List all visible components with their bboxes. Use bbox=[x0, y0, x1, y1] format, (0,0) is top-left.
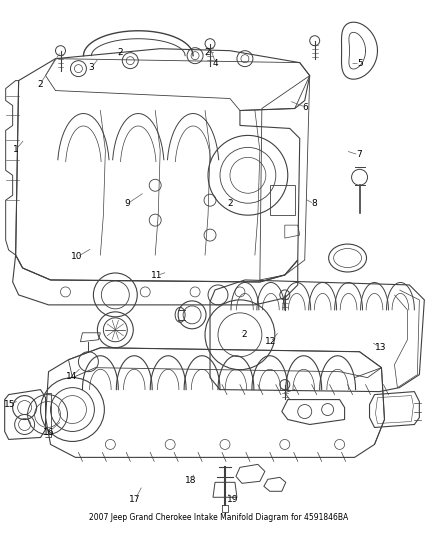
Text: 10: 10 bbox=[71, 253, 83, 261]
Text: 3: 3 bbox=[88, 63, 94, 72]
Text: 9: 9 bbox=[124, 199, 130, 208]
Text: 8: 8 bbox=[311, 199, 317, 208]
Text: 17: 17 bbox=[129, 495, 141, 504]
Text: 7: 7 bbox=[356, 150, 362, 159]
Text: 1: 1 bbox=[13, 145, 19, 154]
Text: 13: 13 bbox=[375, 343, 386, 352]
Text: 2: 2 bbox=[37, 80, 43, 89]
Text: 12: 12 bbox=[265, 337, 276, 346]
Text: 2: 2 bbox=[117, 48, 123, 57]
Text: 14: 14 bbox=[66, 372, 77, 381]
Text: 5: 5 bbox=[357, 59, 363, 68]
Text: 4: 4 bbox=[213, 59, 218, 68]
Text: 2: 2 bbox=[204, 48, 210, 57]
Text: 16: 16 bbox=[43, 428, 54, 437]
Text: 18: 18 bbox=[185, 475, 196, 484]
Text: 2007 Jeep Grand Cherokee Intake Manifold Diagram for 4591846BA: 2007 Jeep Grand Cherokee Intake Manifold… bbox=[89, 513, 349, 522]
Text: 15: 15 bbox=[4, 400, 15, 409]
Text: 6: 6 bbox=[303, 103, 308, 111]
Text: 11: 11 bbox=[151, 271, 163, 280]
Text: 2: 2 bbox=[241, 330, 247, 339]
Text: 2: 2 bbox=[227, 199, 233, 208]
Text: 19: 19 bbox=[227, 495, 239, 504]
